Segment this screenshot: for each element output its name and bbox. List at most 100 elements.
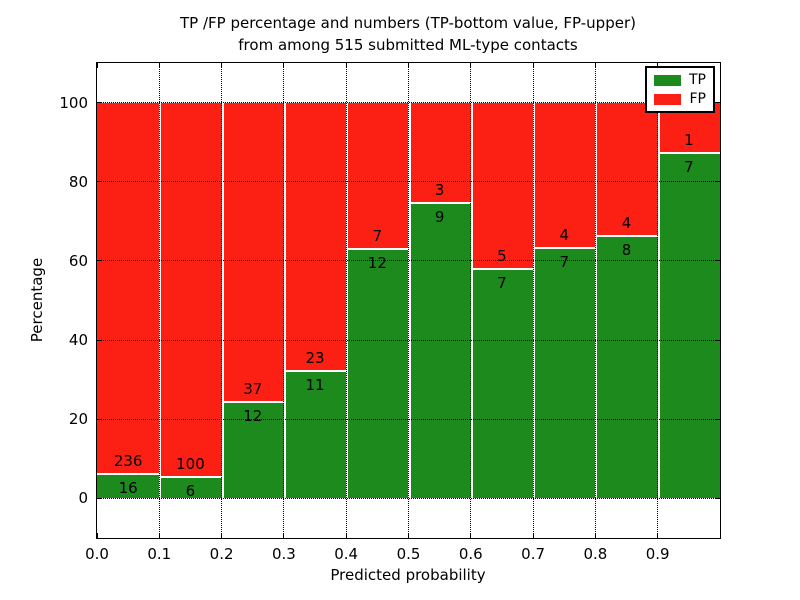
x-tick-mark-top: [158, 63, 160, 68]
y-tick-label: 60: [68, 251, 88, 270]
gridline-x: [532, 63, 534, 538]
x-tick-mark-top: [719, 63, 720, 68]
bar-fp-segment: [159, 102, 222, 476]
gridline-y: [97, 339, 720, 341]
bar-fp-segment: [283, 102, 347, 371]
y-tick-label: 40: [68, 331, 88, 350]
y-tick-mark: [97, 339, 102, 341]
bar-fp-count-label: 4: [559, 225, 570, 244]
legend: TP FP: [645, 66, 715, 113]
bar-tp-segment: [595, 234, 658, 499]
x-axis-label: Predicted probability: [330, 566, 486, 584]
x-tick-mark: [594, 533, 596, 538]
x-tick-mark: [221, 533, 223, 538]
bar-fp-segment: [470, 102, 534, 268]
y-tick-mark-right: [715, 497, 720, 499]
bar-tp-segment: [408, 201, 471, 499]
x-tick-mark-top: [97, 63, 98, 68]
bar-tp-segment: [470, 267, 534, 499]
bar-tp-count-label: 7: [497, 273, 507, 292]
x-tick-label: 0.4: [334, 545, 359, 563]
legend-label: FP: [689, 91, 707, 107]
y-tick-mark: [97, 418, 102, 420]
x-tick-mark-top: [221, 63, 223, 68]
bar-tp-count-label: 6: [185, 482, 196, 500]
bar-tp-count-label: 9: [434, 207, 445, 226]
x-tick-label: 0.8: [583, 545, 608, 563]
y-tick-label: 20: [68, 410, 88, 429]
x-tick-label: 0.6: [458, 545, 483, 563]
gridline-x: [283, 63, 285, 538]
chart-title-line1: TP /FP percentage and numbers (TP-bottom…: [180, 14, 636, 32]
bar-tp-segment: [657, 152, 720, 499]
y-tick-mark: [97, 102, 102, 104]
gridline-x: [345, 63, 347, 538]
x-tick-mark-top: [532, 63, 534, 68]
gridline-x: [408, 63, 409, 538]
chart-title-line2: from among 515 submitted ML-type contact…: [238, 36, 578, 54]
bar-tp-count-label: 11: [305, 376, 325, 395]
y-tick-mark-right: [715, 260, 720, 262]
x-tick-mark-top: [345, 63, 347, 68]
y-tick-mark: [97, 260, 102, 262]
bar-tp-segment: [346, 248, 409, 499]
bar-tp-count-label: 7: [684, 158, 694, 177]
x-tick-label: 0.2: [209, 545, 234, 563]
bar-tp-count-label: 7: [559, 252, 570, 271]
x-tick-mark: [719, 533, 720, 538]
gridline-y: [97, 497, 720, 499]
x-tick-mark-top: [594, 63, 596, 68]
y-tick-mark-right: [715, 339, 720, 341]
gridline-y: [97, 418, 720, 420]
bar-tp-segment: [283, 370, 347, 499]
x-tick-label: 0.5: [396, 545, 421, 563]
x-tick-mark: [345, 533, 347, 538]
chart-title: TP /FP percentage and numbers (TP-bottom…: [96, 12, 720, 56]
y-tick-mark-right: [715, 181, 720, 183]
y-tick-mark-right: [715, 418, 720, 420]
x-tick-mark: [158, 533, 160, 538]
x-tick-label: 0.7: [521, 545, 546, 563]
bar-fp-count-label: 37: [243, 380, 263, 399]
bar-fp-count-label: 5: [497, 246, 507, 265]
bar-fp-count-label: 3: [434, 180, 445, 199]
x-tick-mark-top: [408, 63, 409, 68]
bar-tp-count-label: 16: [118, 479, 138, 498]
gridline-x: [221, 63, 223, 538]
gridline-y: [97, 260, 720, 262]
bar-tp-segment: [97, 473, 160, 499]
bar-tp-segment: [159, 476, 222, 499]
bar-fp-count-label: 100: [176, 455, 205, 473]
x-tick-mark-top: [283, 63, 285, 68]
legend-entry: FP: [654, 92, 706, 106]
bar-tp-segment: [221, 401, 284, 499]
x-tick-label: 0.1: [147, 545, 172, 563]
bar-tp-count-label: 12: [367, 254, 387, 273]
gridline-x: [470, 63, 472, 538]
x-tick-mark: [532, 533, 534, 538]
x-tick-mark: [470, 533, 472, 538]
bar-fp-count-label: 7: [372, 227, 383, 246]
bar-tp-count-label: 12: [243, 407, 263, 426]
bar-fp-segment: [595, 102, 658, 235]
x-tick-mark: [657, 533, 659, 538]
x-tick-label: 0.9: [645, 545, 670, 563]
bar-fp-segment: [97, 102, 160, 474]
x-tick-mark: [408, 533, 409, 538]
legend-swatch-tp-icon: [654, 74, 681, 86]
legend-entry: TP: [654, 73, 706, 87]
bar-fp-segment: [408, 102, 471, 202]
x-tick-mark: [283, 533, 285, 538]
bar-fp-segment: [346, 102, 409, 249]
gridline-y: [97, 102, 720, 104]
legend-label: TP: [689, 72, 706, 88]
x-tick-mark-top: [657, 63, 659, 68]
y-tick-mark: [97, 181, 102, 183]
gridline-x: [594, 63, 596, 538]
x-tick-mark-top: [470, 63, 472, 68]
bar-tp-count-label: 8: [621, 240, 632, 259]
bar-fp-segment: [533, 102, 596, 247]
y-tick-mark-right: [715, 102, 720, 104]
y-tick-label: 0: [78, 489, 88, 508]
